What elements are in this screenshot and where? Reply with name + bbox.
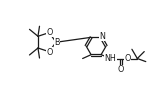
Text: O: O <box>124 54 131 63</box>
Text: O: O <box>118 65 124 74</box>
Text: B: B <box>54 38 60 47</box>
Text: O: O <box>46 28 53 37</box>
Text: N: N <box>99 32 105 41</box>
Text: O: O <box>46 48 53 57</box>
Text: NH: NH <box>104 54 116 63</box>
